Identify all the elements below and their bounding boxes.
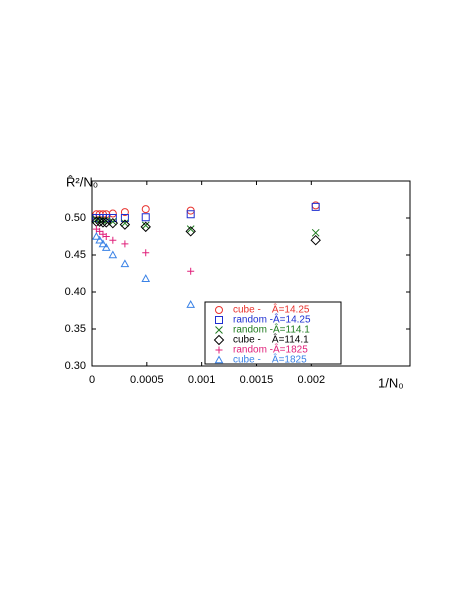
point	[121, 219, 129, 228]
x-axis-label: 1/N₀	[378, 375, 404, 390]
point	[96, 227, 104, 235]
point	[141, 213, 150, 222]
point	[108, 209, 117, 218]
legend-marker	[214, 355, 224, 364]
point	[141, 274, 151, 282]
point	[141, 221, 150, 230]
x-tick-label: 0.001	[188, 374, 216, 386]
point	[187, 267, 195, 275]
legend-marker	[213, 334, 225, 346]
y-axis-label: R̂²/N₀	[66, 174, 98, 189]
point	[92, 231, 101, 240]
legend-label: cube - Â=14.25	[233, 303, 310, 316]
point	[109, 236, 117, 244]
point	[141, 205, 150, 214]
point	[119, 219, 131, 230]
legend-label: random -Â=14.25	[233, 313, 311, 326]
legend-label: random -Â=1825	[233, 343, 308, 356]
x-tick-label: 0.0005	[130, 374, 164, 386]
point	[142, 249, 150, 257]
point	[108, 250, 118, 259]
point	[311, 202, 320, 211]
x-tick-label: 0.002	[298, 374, 326, 386]
point	[98, 239, 108, 248]
point	[102, 233, 110, 240]
point	[97, 217, 109, 228]
point	[101, 243, 111, 251]
y-tick-label: 0.45	[65, 249, 86, 261]
x-tick-label: 0	[89, 374, 95, 386]
point	[121, 240, 129, 248]
point	[120, 259, 130, 268]
point	[101, 217, 112, 228]
point	[108, 217, 117, 226]
legend-label: random -Â=114.1	[233, 323, 310, 336]
point	[120, 214, 129, 222]
legend-label: cube - Â=1825	[233, 353, 307, 366]
point	[310, 234, 321, 246]
point	[186, 300, 196, 308]
point	[140, 221, 151, 233]
point	[186, 210, 195, 219]
point	[94, 216, 105, 227]
legend-marker	[215, 346, 223, 354]
point	[120, 208, 129, 217]
point	[185, 226, 196, 237]
legend-label: cube - Â=114.1	[233, 333, 309, 346]
y-tick-label: 0.30	[65, 360, 86, 372]
point	[107, 217, 119, 229]
legend-marker	[215, 326, 223, 334]
plot-frame	[91, 180, 411, 367]
point	[311, 228, 320, 237]
point	[95, 235, 105, 244]
y-tick-label: 0.35	[65, 323, 86, 335]
x-tick-label: 0.0015	[240, 374, 274, 386]
legend-box	[204, 301, 342, 365]
y-tick-label: 0.50	[65, 212, 86, 224]
legend-marker	[215, 306, 223, 314]
y-tick-label: 0.40	[65, 286, 86, 298]
point	[186, 225, 195, 233]
legend-marker	[215, 316, 223, 324]
